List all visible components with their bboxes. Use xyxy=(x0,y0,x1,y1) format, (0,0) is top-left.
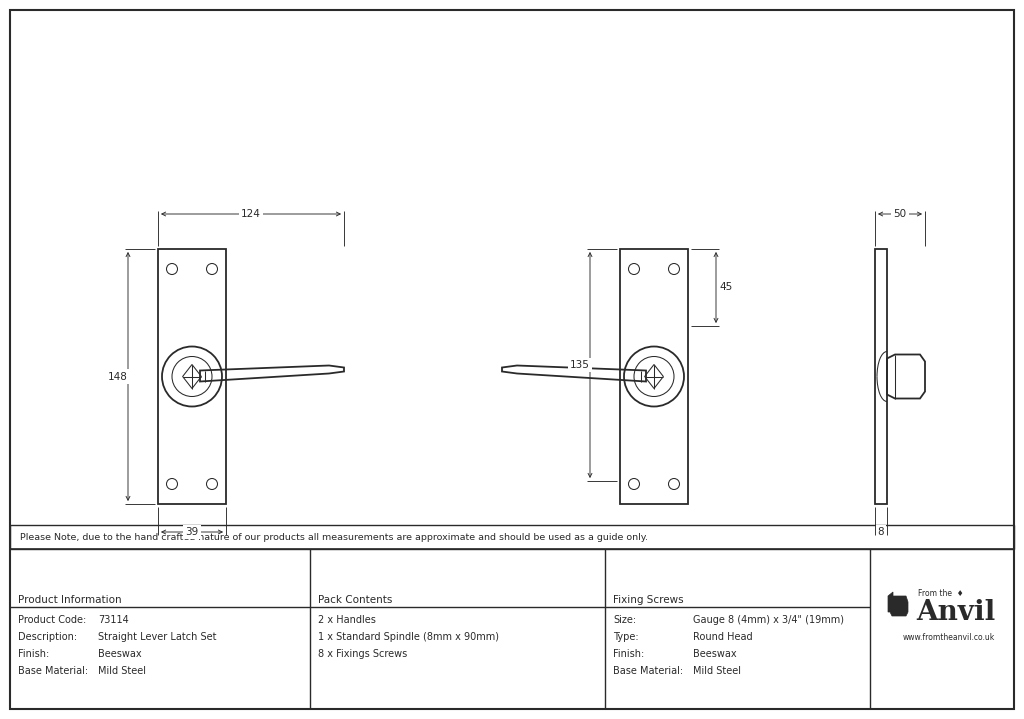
Text: Beeswax: Beeswax xyxy=(98,649,141,659)
Bar xyxy=(874,249,887,504)
Text: 8 x Fixings Screws: 8 x Fixings Screws xyxy=(318,649,408,659)
Text: Product Code:: Product Code: xyxy=(18,615,86,625)
Text: Round Head: Round Head xyxy=(693,632,753,642)
Text: Finish:: Finish: xyxy=(613,649,644,659)
Text: Mild Steel: Mild Steel xyxy=(693,666,741,676)
Text: Gauge 8 (4mm) x 3/4" (19mm): Gauge 8 (4mm) x 3/4" (19mm) xyxy=(693,615,844,625)
Text: Product Information: Product Information xyxy=(18,595,122,605)
Bar xyxy=(10,525,1014,549)
Text: 2 x Handles: 2 x Handles xyxy=(318,615,376,625)
Text: 124: 124 xyxy=(241,209,261,219)
Text: 73114: 73114 xyxy=(98,615,129,625)
Text: Base Material:: Base Material: xyxy=(613,666,683,676)
Text: Straight Lever Latch Set: Straight Lever Latch Set xyxy=(98,632,216,642)
Text: Fixing Screws: Fixing Screws xyxy=(613,595,684,605)
Text: Type:: Type: xyxy=(613,632,639,642)
Bar xyxy=(10,549,1014,709)
Text: Mild Steel: Mild Steel xyxy=(98,666,146,676)
Text: 148: 148 xyxy=(109,372,128,382)
Text: 39: 39 xyxy=(185,527,199,537)
Text: Beeswax: Beeswax xyxy=(693,649,736,659)
Text: 50: 50 xyxy=(893,209,906,219)
Text: 1 x Standard Spindle (8mm x 90mm): 1 x Standard Spindle (8mm x 90mm) xyxy=(318,632,499,642)
Text: 135: 135 xyxy=(570,360,590,370)
Text: Finish:: Finish: xyxy=(18,649,49,659)
Text: Description:: Description: xyxy=(18,632,77,642)
Text: Size:: Size: xyxy=(613,615,636,625)
Text: Base Material:: Base Material: xyxy=(18,666,88,676)
Text: Anvil: Anvil xyxy=(916,600,995,626)
Text: Pack Contents: Pack Contents xyxy=(318,595,392,605)
Text: 8: 8 xyxy=(878,527,885,537)
Text: Please Note, due to the hand crafted nature of our products all measurements are: Please Note, due to the hand crafted nat… xyxy=(20,533,648,541)
Text: www.fromtheanvil.co.uk: www.fromtheanvil.co.uk xyxy=(903,633,995,641)
Polygon shape xyxy=(888,592,908,616)
Text: 45: 45 xyxy=(720,283,732,293)
Text: From the  ♦: From the ♦ xyxy=(918,590,964,598)
Bar xyxy=(620,249,688,504)
Bar xyxy=(158,249,226,504)
